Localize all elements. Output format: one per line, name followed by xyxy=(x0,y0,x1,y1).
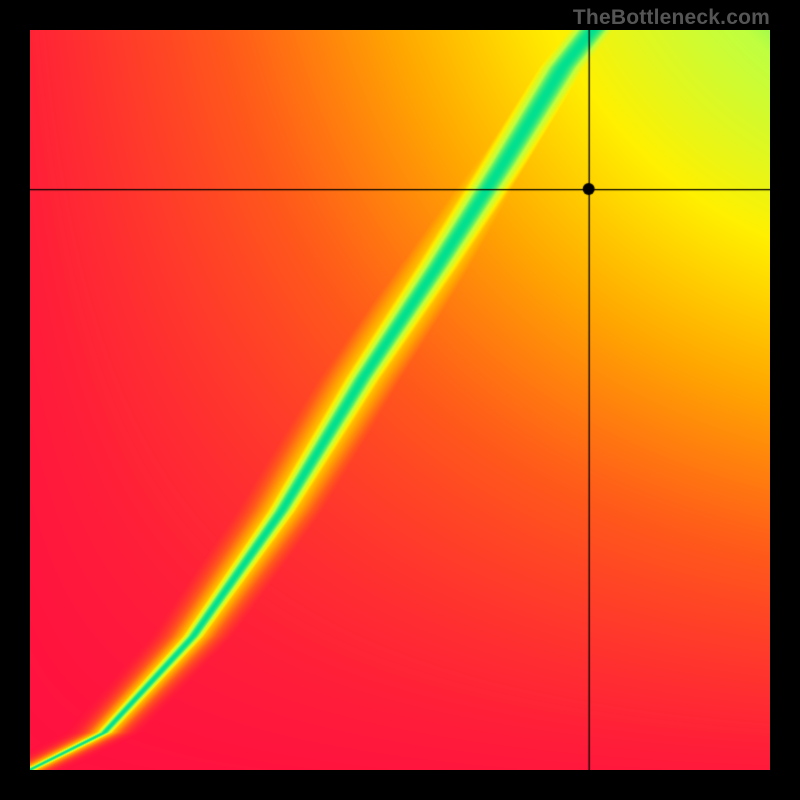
heatmap-plot xyxy=(30,30,770,770)
chart-container: TheBottleneck.com xyxy=(0,0,800,800)
watermark-text: TheBottleneck.com xyxy=(573,6,770,30)
heatmap-canvas xyxy=(30,30,770,770)
